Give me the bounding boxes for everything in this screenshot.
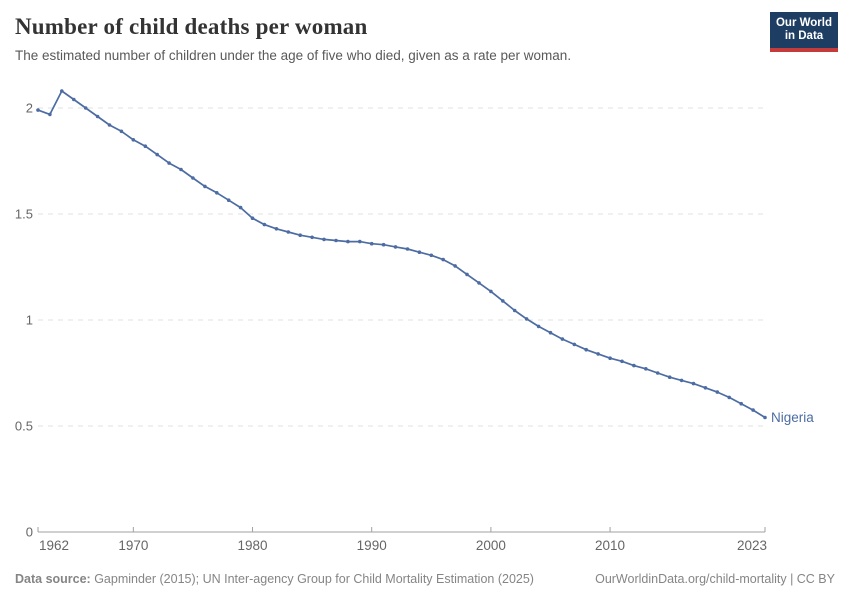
- owid-logo: Our World in Data: [770, 12, 838, 52]
- data-point-1981: [262, 222, 267, 227]
- owid-logo-line2: in Data: [784, 30, 824, 42]
- data-point-1964: [60, 89, 64, 93]
- data-point-1967: [95, 114, 100, 119]
- data-point-2006: [560, 337, 565, 341]
- data-point-2002: [512, 308, 517, 313]
- data-point-1974: [179, 167, 183, 172]
- data-point-1995: [429, 253, 434, 258]
- data-point-1983: [286, 230, 291, 234]
- owid-logo-box: Our World in Data: [770, 12, 838, 48]
- data-point-2018: [703, 386, 708, 390]
- data-point-2013: [644, 367, 648, 371]
- data-point-1997: [453, 264, 457, 268]
- data-point-1977: [215, 191, 219, 195]
- data-point-1971: [143, 144, 148, 148]
- entity-label-nigeria: Nigeria: [771, 410, 814, 425]
- data-point-1990: [369, 241, 374, 246]
- data-point-1999: [477, 281, 481, 285]
- y-axis-label-0.5: 0.5: [15, 419, 33, 434]
- data-point-1978: [226, 198, 231, 202]
- data-point-2019: [715, 390, 720, 394]
- data-point-1969: [119, 129, 124, 134]
- y-axis-label-2: 2: [26, 101, 33, 116]
- data-line-nigeria: [37, 90, 766, 419]
- data-point-1962: [36, 108, 40, 112]
- data-point-1968: [107, 123, 112, 127]
- data-point-1991: [381, 242, 386, 247]
- owid-logo-red-bar: [770, 48, 838, 52]
- data-point-1987: [334, 238, 338, 243]
- data-point-1965: [72, 97, 76, 102]
- data-point-2020: [727, 395, 731, 400]
- data-point-1998: [465, 272, 469, 277]
- chart-header: Number of child deaths per woman The est…: [15, 14, 755, 63]
- data-point-2000: [489, 289, 493, 294]
- x-axis-label-1970: 1970: [118, 538, 148, 553]
- data-point-2008: [584, 347, 588, 352]
- x-axis-label-2000: 2000: [476, 538, 506, 553]
- data-point-1988: [346, 239, 350, 244]
- data-point-2023: [763, 415, 767, 420]
- data-point-1992: [393, 245, 398, 249]
- data-point-2017: [691, 381, 696, 386]
- data-source-note: Data source: Gapminder (2015); UN Inter-…: [15, 572, 534, 586]
- data-point-2001: [501, 299, 505, 303]
- data-point-2021: [739, 401, 743, 406]
- data-point-1966: [83, 106, 88, 110]
- data-point-2015: [667, 375, 672, 380]
- data-point-1984: [298, 233, 303, 237]
- data-point-1963: [48, 112, 52, 117]
- data-point-2014: [655, 371, 660, 375]
- y-axis-label-1.5: 1.5: [15, 207, 33, 222]
- x-axis-label-1962: 1962: [39, 538, 69, 553]
- y-axis-label-1: 1: [26, 313, 33, 328]
- y-axis-label-0: 0: [26, 525, 33, 540]
- x-axis-label-1990: 1990: [357, 538, 387, 553]
- data-point-1970: [131, 138, 136, 142]
- chart-subtitle: The estimated number of children under t…: [15, 48, 572, 63]
- owid-logo-line1: Our World: [775, 16, 832, 29]
- chart-footer: Data source: Gapminder (2015); UN Inter-…: [15, 572, 835, 586]
- data-point-1989: [358, 239, 362, 244]
- data-point-2005: [548, 330, 553, 335]
- data-point-2016: [679, 378, 684, 383]
- data-point-1993: [405, 247, 410, 251]
- x-axis-label-2010: 2010: [595, 538, 625, 553]
- data-point-1979: [238, 205, 243, 210]
- x-axis-label-2023: 2023: [737, 538, 767, 553]
- data-point-1985: [310, 235, 314, 240]
- data-point-1975: [191, 176, 195, 180]
- chart-title: Number of child deaths per woman: [15, 14, 368, 39]
- data-point-1976: [203, 184, 207, 189]
- data-point-1980: [250, 216, 255, 220]
- data-point-1973: [167, 161, 171, 165]
- data-point-1972: [155, 152, 159, 157]
- data-point-2007: [572, 342, 577, 347]
- x-axis-label-1980: 1980: [238, 538, 268, 553]
- data-point-2022: [751, 408, 755, 412]
- data-point-1982: [274, 227, 279, 231]
- data-point-2012: [632, 363, 636, 368]
- data-point-1994: [417, 250, 422, 254]
- data-point-1996: [441, 257, 446, 262]
- data-point-2010: [608, 356, 612, 361]
- data-point-2011: [620, 359, 624, 364]
- owid-url-link[interactable]: OurWorldinData.org/child-mortality | CC …: [595, 572, 835, 586]
- data-point-2003: [524, 317, 529, 321]
- data-point-2009: [596, 352, 600, 356]
- data-source-label: Data source:: [15, 572, 91, 586]
- data-point-2004: [536, 324, 541, 329]
- data-point-1986: [322, 237, 326, 242]
- data-source-text: Gapminder (2015); UN Inter-agency Group …: [90, 572, 534, 586]
